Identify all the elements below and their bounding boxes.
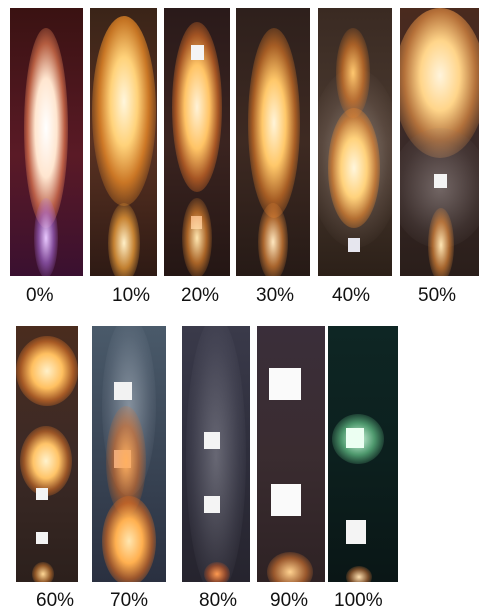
flame-upper-tongues xyxy=(336,28,370,118)
flame-lower-glow xyxy=(108,203,140,276)
panel-label-100: 100% xyxy=(334,590,383,611)
panel-label-70: 70% xyxy=(110,590,149,611)
paper-target xyxy=(36,488,48,500)
flame-photo-panel-40 xyxy=(318,8,392,276)
paper-target xyxy=(346,428,364,448)
flame-photo-panel-90 xyxy=(257,326,325,582)
flame-base-glow xyxy=(34,198,58,276)
panel-label-20: 20% xyxy=(181,285,220,306)
flame-glow xyxy=(400,8,479,158)
flame-photo-panel-70 xyxy=(92,326,166,582)
flame-glow xyxy=(24,28,68,228)
flame-photo-panel-20 xyxy=(164,8,230,276)
flame-photo-panel-80 xyxy=(182,326,250,582)
paper-target xyxy=(271,484,301,516)
paper-target xyxy=(348,238,360,252)
paper-target xyxy=(114,382,132,400)
panel-label-0: 0% xyxy=(26,285,54,306)
flame-photo-panel-0 xyxy=(10,8,83,276)
flame-upper-glow xyxy=(16,336,78,406)
paper-target xyxy=(204,496,220,513)
panel-label-10: 10% xyxy=(112,285,151,306)
flame-photo-panel-10 xyxy=(90,8,157,276)
flame-glow xyxy=(248,28,300,218)
paper-target xyxy=(204,432,220,449)
panel-label-30: 30% xyxy=(256,285,295,306)
panel-label-90: 90% xyxy=(270,590,309,611)
flame-photo-panel-50 xyxy=(400,8,479,276)
panel-label-80: 80% xyxy=(199,590,238,611)
flame-glow xyxy=(92,16,156,206)
flame-middle-glow xyxy=(20,426,72,496)
flame-base-glow xyxy=(32,562,54,582)
flame-base-glow xyxy=(346,566,372,582)
panel-label-40: 40% xyxy=(332,285,371,306)
flame-glow xyxy=(328,108,380,228)
paper-target xyxy=(434,174,447,188)
paper-target xyxy=(269,368,301,400)
flame-lower-glow xyxy=(182,198,212,276)
panel-label-60: 60% xyxy=(36,590,75,611)
flame-photo-panel-100 xyxy=(328,326,398,582)
paper-target xyxy=(36,532,48,544)
flame-lower-glow xyxy=(428,208,454,276)
paper-target xyxy=(346,520,366,544)
panel-label-50: 50% xyxy=(418,285,457,306)
flame-photo-panel-60 xyxy=(16,326,78,582)
flame-base-glow xyxy=(204,562,230,582)
flame-photo-panel-30 xyxy=(236,8,310,276)
flame-base-glow xyxy=(267,552,313,582)
smoke-column xyxy=(186,326,246,582)
paper-target xyxy=(191,45,204,60)
flame-glow xyxy=(102,496,156,582)
flame-lower-glow xyxy=(258,203,288,276)
